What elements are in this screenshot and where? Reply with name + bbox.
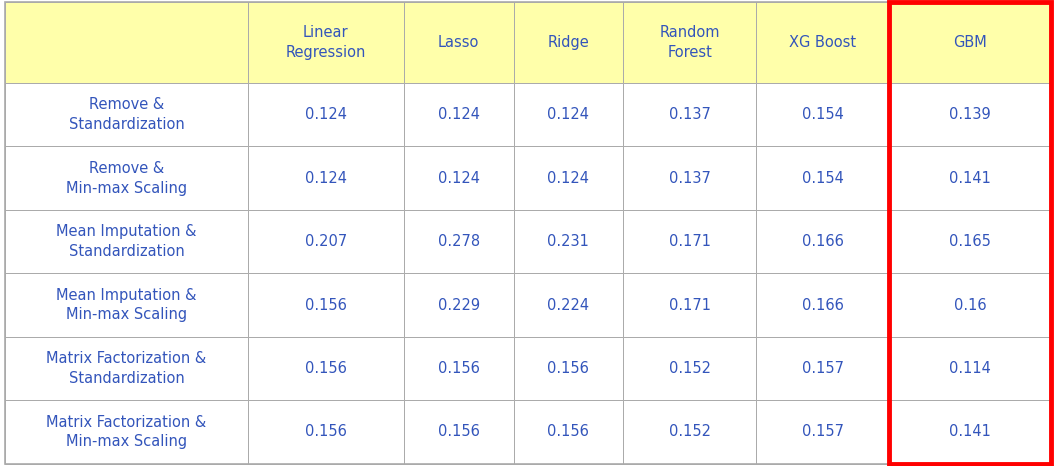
- Bar: [513, 146, 623, 210]
- Text: 0.124: 0.124: [305, 171, 346, 186]
- Text: Remove &
Standardization: Remove & Standardization: [69, 97, 185, 132]
- Bar: [248, 83, 403, 146]
- Text: Remove &
Min-max Scaling: Remove & Min-max Scaling: [67, 161, 187, 196]
- Bar: [889, 146, 1051, 210]
- Text: 0.139: 0.139: [949, 107, 991, 122]
- Text: 0.114: 0.114: [949, 361, 991, 376]
- Text: Lasso: Lasso: [438, 35, 479, 50]
- Text: Ridge: Ridge: [548, 35, 589, 50]
- Text: 0.141: 0.141: [949, 425, 991, 439]
- Text: XG Boost: XG Boost: [789, 35, 856, 50]
- Bar: [889, 337, 1051, 400]
- Bar: [403, 400, 513, 464]
- Bar: [5, 146, 248, 210]
- Text: 0.141: 0.141: [949, 171, 991, 186]
- Bar: [623, 337, 756, 400]
- Bar: [513, 2, 623, 83]
- Text: 0.224: 0.224: [547, 298, 589, 313]
- Bar: [513, 400, 623, 464]
- Text: 0.156: 0.156: [547, 425, 589, 439]
- Bar: [5, 400, 248, 464]
- Bar: [889, 2, 1051, 464]
- Text: 0.154: 0.154: [802, 107, 844, 122]
- Text: Mean Imputation &
Min-max Scaling: Mean Imputation & Min-max Scaling: [56, 288, 196, 322]
- Bar: [248, 337, 403, 400]
- Text: Matrix Factorization &
Min-max Scaling: Matrix Factorization & Min-max Scaling: [46, 415, 207, 449]
- Bar: [756, 146, 889, 210]
- Text: 0.137: 0.137: [668, 107, 711, 122]
- Text: 0.207: 0.207: [305, 234, 347, 249]
- Bar: [248, 146, 403, 210]
- Bar: [756, 210, 889, 274]
- Bar: [623, 146, 756, 210]
- Text: 0.124: 0.124: [437, 171, 479, 186]
- Bar: [756, 274, 889, 337]
- Bar: [623, 83, 756, 146]
- Text: Mean Imputation &
Standardization: Mean Imputation & Standardization: [56, 224, 196, 259]
- Text: 0.137: 0.137: [668, 171, 711, 186]
- Bar: [623, 400, 756, 464]
- Text: 0.156: 0.156: [438, 425, 479, 439]
- Bar: [756, 2, 889, 83]
- Bar: [756, 83, 889, 146]
- Text: 0.166: 0.166: [802, 298, 844, 313]
- Text: 0.156: 0.156: [547, 361, 589, 376]
- Bar: [513, 83, 623, 146]
- Text: 0.152: 0.152: [668, 361, 711, 376]
- Bar: [403, 274, 513, 337]
- Bar: [756, 337, 889, 400]
- Bar: [623, 2, 756, 83]
- Text: GBM: GBM: [953, 35, 986, 50]
- Bar: [889, 210, 1051, 274]
- Bar: [5, 83, 248, 146]
- Bar: [513, 210, 623, 274]
- Bar: [889, 274, 1051, 337]
- Bar: [623, 210, 756, 274]
- Text: 0.157: 0.157: [802, 425, 844, 439]
- Text: 0.171: 0.171: [668, 298, 711, 313]
- Bar: [403, 337, 513, 400]
- Text: 0.156: 0.156: [305, 298, 346, 313]
- Text: 0.124: 0.124: [547, 171, 589, 186]
- Text: 0.278: 0.278: [437, 234, 479, 249]
- Text: 0.156: 0.156: [438, 361, 479, 376]
- Bar: [248, 2, 403, 83]
- Text: 0.124: 0.124: [305, 107, 346, 122]
- Bar: [248, 400, 403, 464]
- Bar: [403, 146, 513, 210]
- Text: 0.152: 0.152: [668, 425, 711, 439]
- Bar: [403, 2, 513, 83]
- Text: Linear
Regression: Linear Regression: [286, 25, 366, 60]
- Bar: [5, 210, 248, 274]
- Bar: [248, 274, 403, 337]
- Bar: [889, 83, 1051, 146]
- Bar: [403, 210, 513, 274]
- Text: 0.166: 0.166: [802, 234, 844, 249]
- Bar: [5, 274, 248, 337]
- Bar: [403, 83, 513, 146]
- Bar: [889, 2, 1051, 83]
- Bar: [5, 337, 248, 400]
- Text: Random
Forest: Random Forest: [660, 25, 720, 60]
- Text: 0.231: 0.231: [547, 234, 589, 249]
- Text: 0.16: 0.16: [954, 298, 986, 313]
- Text: 0.165: 0.165: [949, 234, 991, 249]
- Text: 0.124: 0.124: [547, 107, 589, 122]
- Text: 0.157: 0.157: [802, 361, 844, 376]
- Text: 0.156: 0.156: [305, 361, 346, 376]
- Text: 0.229: 0.229: [437, 298, 479, 313]
- Bar: [513, 274, 623, 337]
- Bar: [248, 210, 403, 274]
- Text: Matrix Factorization &
Standardization: Matrix Factorization & Standardization: [46, 351, 207, 386]
- Bar: [623, 274, 756, 337]
- Text: 0.171: 0.171: [668, 234, 711, 249]
- Bar: [5, 2, 248, 83]
- Bar: [889, 400, 1051, 464]
- Text: 0.156: 0.156: [305, 425, 346, 439]
- Bar: [756, 400, 889, 464]
- Text: 0.124: 0.124: [437, 107, 479, 122]
- Bar: [513, 337, 623, 400]
- Text: 0.154: 0.154: [802, 171, 844, 186]
